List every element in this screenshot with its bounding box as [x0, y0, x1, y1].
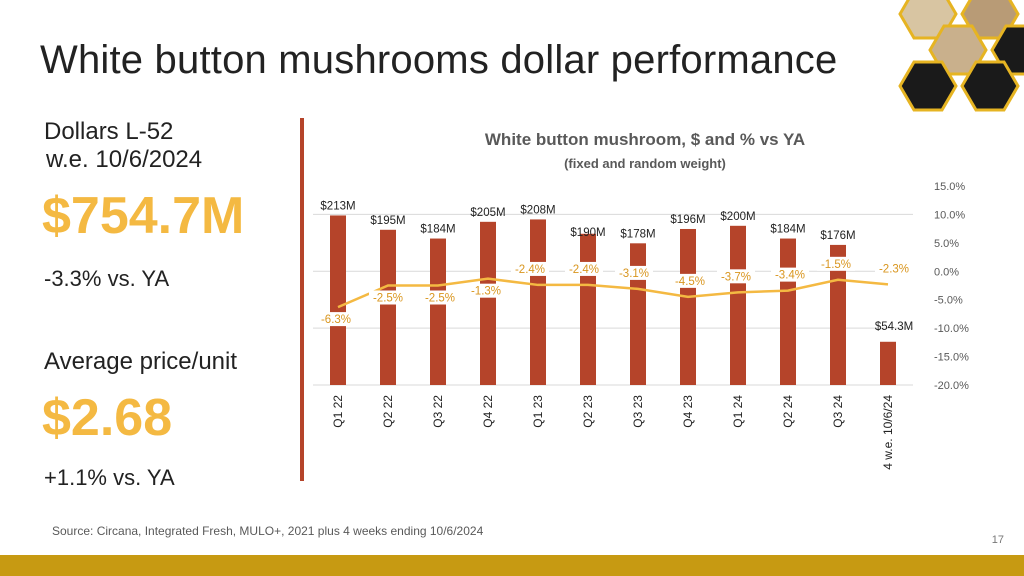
pct-change-line: [337, 277, 889, 309]
pct-label-bg: [615, 265, 653, 280]
dollars-label: Dollars L-52: [44, 118, 174, 145]
bar: [330, 215, 346, 385]
right-axis-tick-label: 10.0%: [934, 209, 965, 221]
category-label: Q4 22: [481, 395, 495, 428]
mushroom-hexagon-images: [898, 0, 1024, 112]
bar-value-label: $213M: [320, 200, 355, 212]
pct-change-label: -3.1%: [619, 268, 649, 280]
pct-change-label: -2.4%: [569, 264, 599, 276]
pct-label-bg: [671, 273, 709, 288]
bar-value-label: $184M: [770, 224, 805, 236]
bar: [430, 238, 446, 385]
right-axis-tick-label: -5.0%: [934, 295, 963, 307]
bar: [580, 233, 596, 385]
right-axis-tick-label: 15.0%: [934, 181, 965, 193]
page-title: White button mushrooms dollar performanc…: [40, 38, 838, 82]
category-label: 4 w.e. 10/6/24: [881, 395, 895, 470]
bar-value-label: $200M: [720, 211, 755, 223]
bar-value-label: $176M: [820, 230, 855, 242]
pct-label-bg: [817, 256, 855, 271]
dollars-period: w.e. 10/6/2024: [46, 146, 203, 173]
price-label: Average price/unit: [44, 348, 238, 375]
bar-value-label: $208M: [520, 204, 555, 216]
pct-label-bg: [467, 283, 505, 298]
bar-value-label: $54.3M: [875, 321, 913, 333]
bar: [380, 229, 396, 385]
pct-change-label: -2.3%: [879, 263, 909, 275]
pct-change-label: -1.3%: [471, 286, 501, 298]
price-change: +1.1% vs. YA: [44, 465, 175, 490]
category-label: Q1 22: [331, 395, 345, 428]
pct-change-label: -2.5%: [373, 293, 403, 305]
chart-title: White button mushroom, $ and % vs YA: [484, 130, 806, 149]
bar: [680, 228, 696, 385]
pct-change-label: -3.7%: [721, 271, 751, 283]
bar: [630, 243, 646, 385]
right-axis-tick-label: 0.0%: [934, 266, 959, 278]
pct-label-bg: [369, 290, 407, 305]
pct-change-label: -3.4%: [775, 270, 805, 282]
bar: [480, 221, 496, 385]
vertical-divider: [300, 118, 304, 481]
right-axis-tick-label: -10.0%: [934, 323, 969, 335]
pct-label-bg: [317, 312, 355, 327]
bar: [780, 238, 796, 385]
pct-change-label: -6.3%: [321, 314, 351, 326]
bar-value-label: $184M: [420, 224, 455, 236]
pct-label-bg: [511, 261, 549, 276]
bar: [730, 225, 746, 385]
category-label: Q3 23: [631, 395, 645, 428]
pct-label-bg: [421, 290, 459, 305]
bar-value-label: $205M: [470, 207, 505, 219]
category-label: Q3 22: [431, 395, 445, 428]
category-label: Q3 24: [831, 395, 845, 428]
bar-value-label: $190M: [570, 227, 605, 239]
right-axis-tick-label: 5.0%: [934, 238, 959, 250]
category-label: Q2 24: [781, 395, 795, 428]
bar-value-label: $196M: [670, 214, 705, 226]
pct-change-label: -2.5%: [425, 293, 455, 305]
bar: [880, 341, 896, 385]
pct-change-label: -4.5%: [675, 276, 705, 288]
pct-label-bg: [771, 267, 809, 282]
category-label: Q1 23: [531, 395, 545, 428]
category-label: Q2 22: [381, 395, 395, 428]
footer-bar: [0, 555, 1024, 576]
chart-subtitle: (fixed and random weight): [564, 156, 726, 171]
dollars-value: $754.7M: [42, 187, 245, 245]
right-axis-tick-label: -15.0%: [934, 352, 969, 364]
pct-label-bg: [717, 269, 755, 284]
category-label: Q2 23: [581, 395, 595, 428]
bar-value-label: $178M: [620, 228, 655, 240]
pct-change-label: -2.4%: [515, 264, 545, 276]
pct-label-bg: [875, 261, 913, 276]
category-label: Q1 24: [731, 395, 745, 428]
source-note: Source: Circana, Integrated Fresh, MULO+…: [52, 524, 484, 538]
bar: [530, 219, 546, 385]
page-number: 17: [991, 534, 1004, 546]
right-axis-tick-label: -20.0%: [934, 380, 969, 392]
pct-label-bg: [565, 261, 603, 276]
category-label: Q4 23: [681, 395, 695, 428]
pct-change-label: -1.5%: [821, 259, 851, 271]
bar-value-label: $195M: [370, 215, 405, 227]
dollars-change: -3.3% vs. YA: [44, 266, 170, 291]
price-value: $2.68: [42, 389, 173, 447]
